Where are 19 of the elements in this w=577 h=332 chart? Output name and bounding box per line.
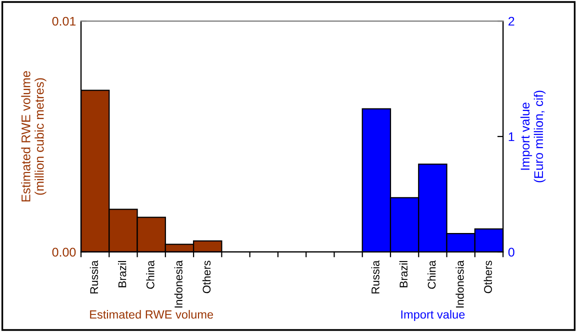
x-tick-label: Others (484, 260, 492, 294)
x-tick-label: Others (202, 260, 211, 294)
x-tick-label: Russia (371, 260, 380, 294)
x-tick-label: Brazil (399, 261, 408, 288)
y-tick-label: 0.00 (52, 248, 76, 257)
text: Estimated RWE volume (90, 310, 214, 319)
x-tick-label: Indonesia (174, 260, 182, 308)
y-axis-title: Estimated RWE volume (million cubic metres) (21, 71, 46, 202)
x-tick-label: China (146, 260, 154, 289)
y2-tick-label: 2 (508, 16, 514, 26)
y2-tick-label: 0 (508, 248, 514, 257)
y-tick-label: 0.01 (52, 16, 76, 26)
x-tick-label: China (428, 260, 436, 289)
x-tick-label: Indonesia (456, 260, 464, 308)
text: Import value (401, 310, 465, 322)
x-tick-label: Russia (90, 260, 98, 294)
y2-axis-title: Import value (Euro million, cif) (520, 90, 546, 182)
x-tick-label: Brazil (118, 261, 126, 288)
y2-tick-label: 1 (508, 132, 514, 142)
